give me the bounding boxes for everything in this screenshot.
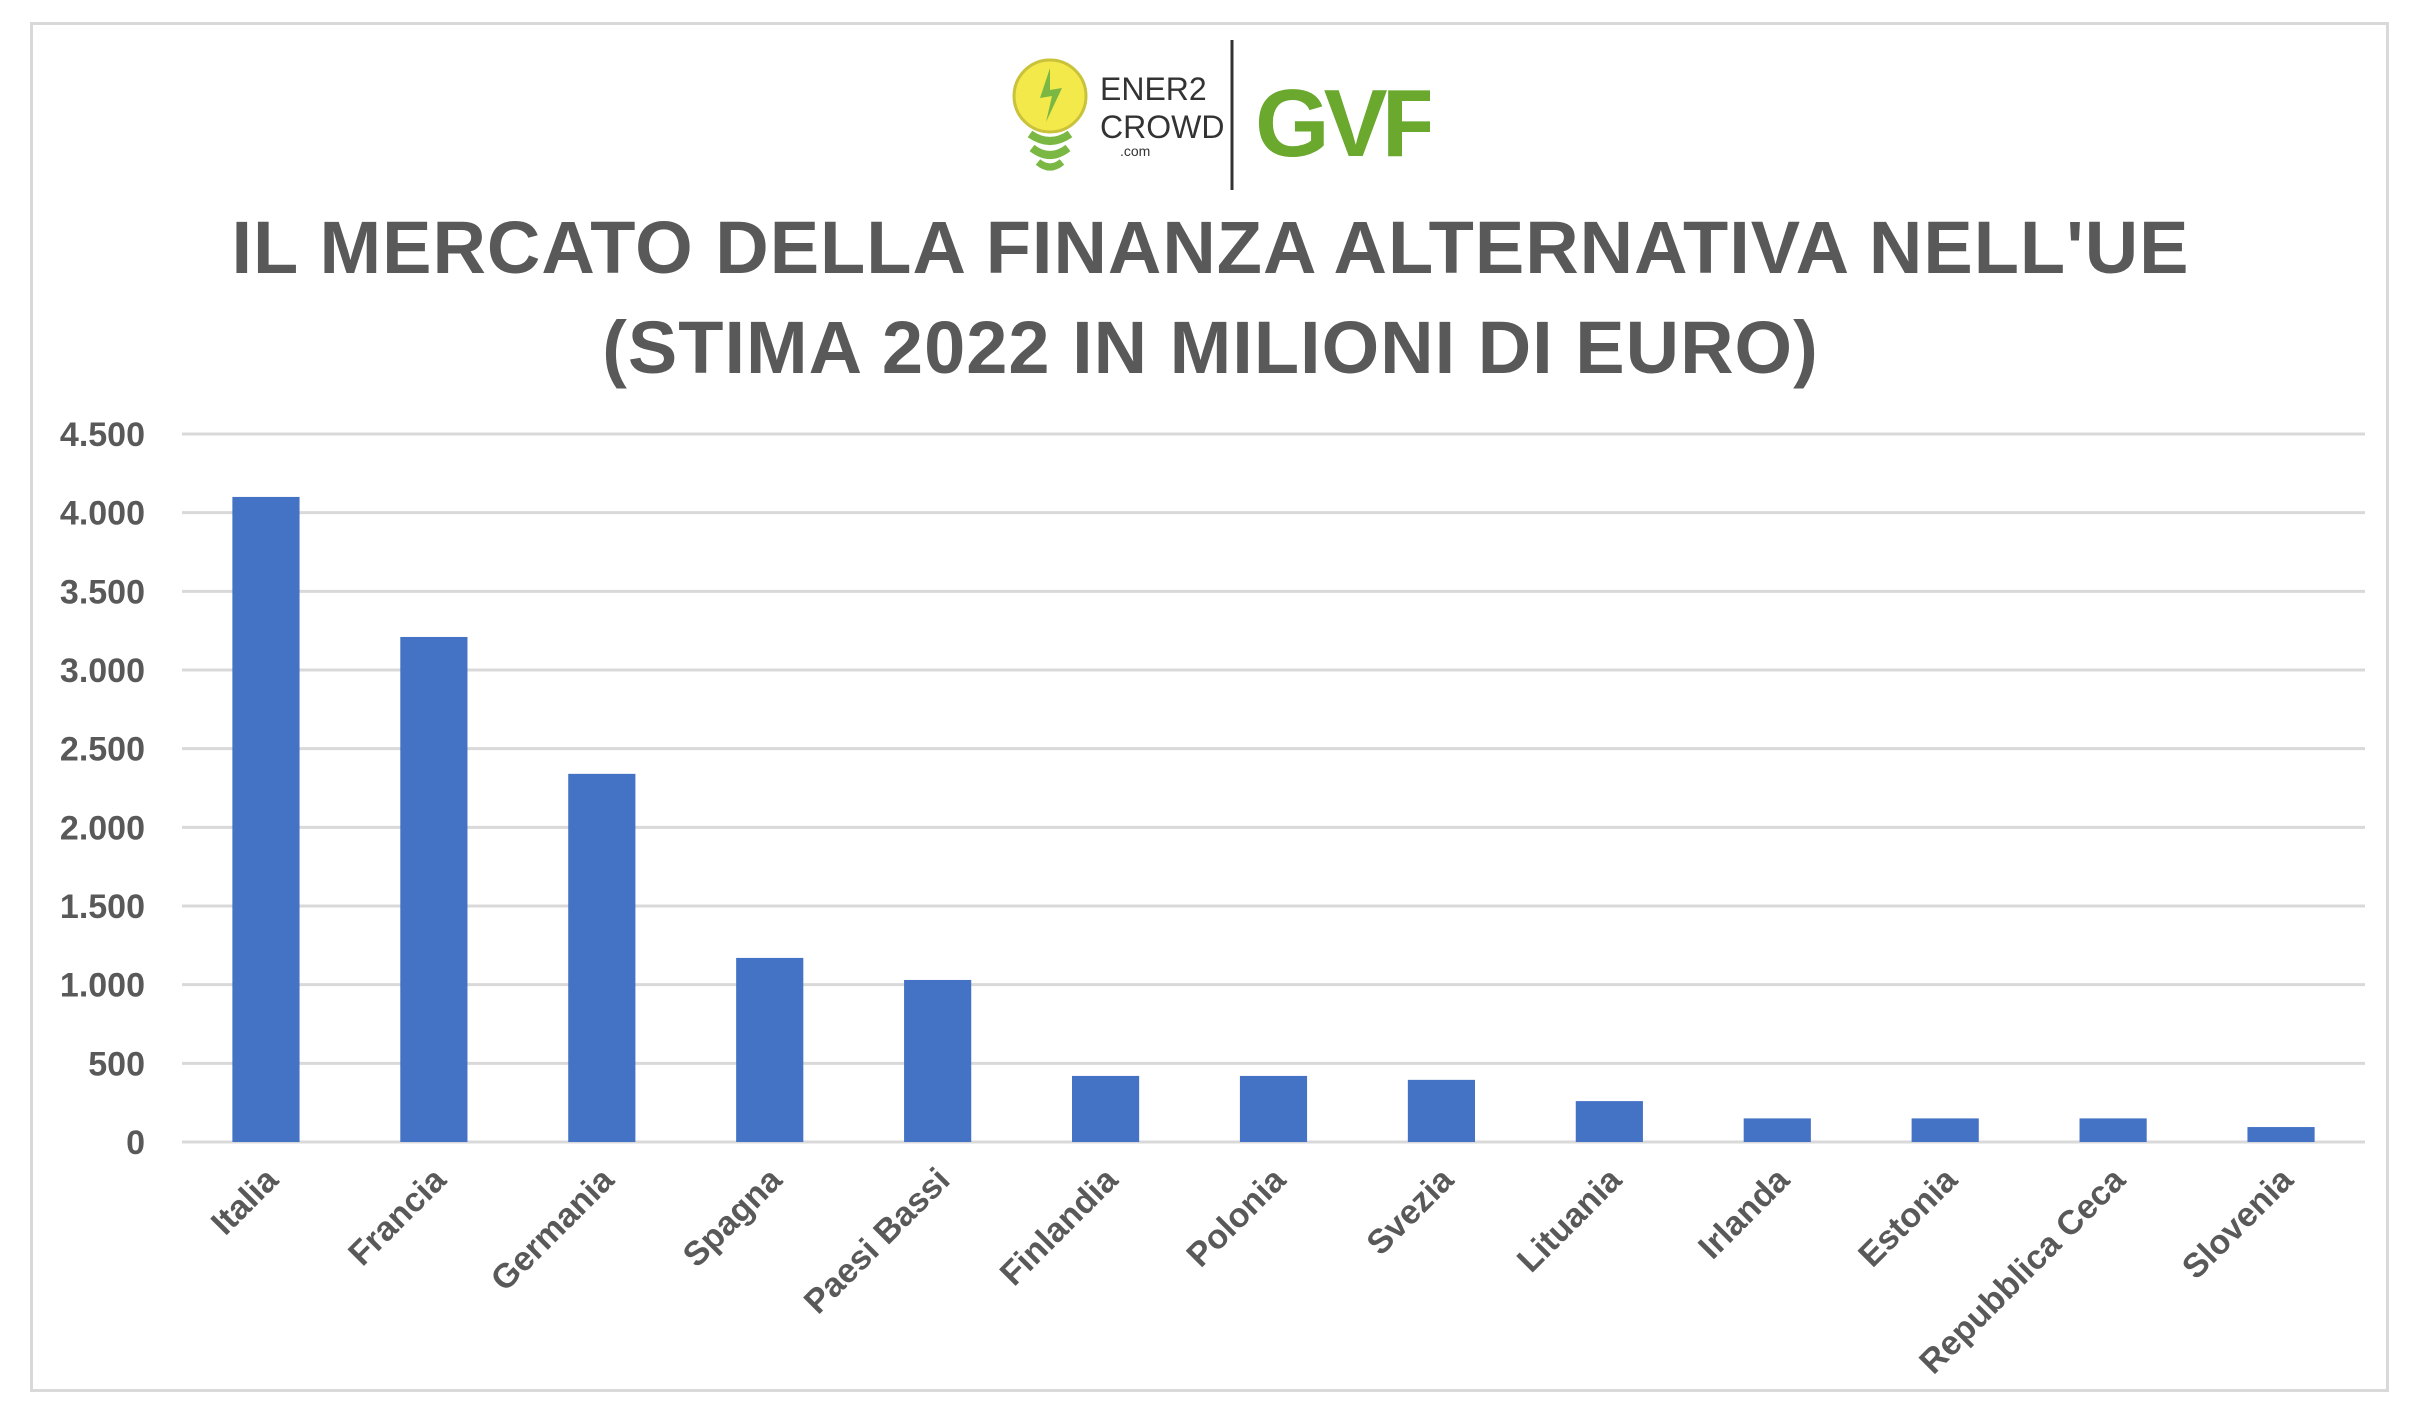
y-tick-label: 4.000 — [60, 495, 145, 533]
bar-germania — [568, 773, 636, 1142]
y-tick-label: 500 — [88, 1045, 145, 1083]
bar-polonia — [1239, 1075, 1308, 1142]
y-tick-label: 0 — [126, 1124, 145, 1162]
x-tick-label: Francia — [341, 1160, 454, 1273]
chart-title-line1: IL MERCATO DELLA FINANZA ALTERNATIVA NEL… — [231, 206, 2190, 289]
bar-finlandia — [1071, 1075, 1140, 1142]
bar-spagna — [736, 957, 804, 1142]
x-tick-label: Irlanda — [1691, 1160, 1797, 1266]
bar-slovenia — [2247, 1127, 2315, 1142]
x-tick-label: Spagna — [676, 1160, 790, 1274]
y-tick-label: 2.000 — [60, 809, 145, 847]
logo-text-line2: CROWD — [1100, 109, 1224, 145]
x-tick-label: Italia — [204, 1160, 286, 1242]
x-tick-label: Svezia — [1359, 1160, 1461, 1262]
x-tick-label: Estonia — [1851, 1160, 1965, 1274]
bar-lituania — [1575, 1101, 1643, 1142]
logo-text-line1: ENER2 — [1100, 71, 1207, 107]
x-tick-label: Slovenia — [2175, 1160, 2302, 1287]
x-axis-ticks: Italia Francia Germania Spagna Paesi Bassi Fi… — [204, 1160, 2302, 1381]
bar-paesi-bassi — [904, 979, 972, 1142]
bars — [232, 496, 2315, 1142]
lightbulb-leaf-icon — [1012, 58, 1088, 171]
x-tick-label: Polonia — [1179, 1160, 1293, 1274]
y-axis-ticks: 0 500 1.000 1.500 2.000 2.500 3.000 3.500 4.000 4… — [60, 416, 145, 1162]
chart-title-line2: (STIMA 2022 IN MILIONI DI EURO) — [602, 306, 1819, 389]
bar-irlanda — [1743, 1118, 1811, 1142]
gvf-logo: GVF — [1255, 70, 1430, 177]
chart-frame — [30, 22, 2389, 1392]
x-tick-label: Paesi Bassi — [797, 1161, 958, 1322]
y-tick-label: 2.500 — [60, 731, 145, 769]
bar-italia — [232, 496, 300, 1142]
y-tick-label: 3.000 — [60, 652, 145, 690]
y-tick-label: 4.500 — [60, 416, 145, 454]
grid-lines — [182, 432, 2365, 1144]
bar-estonia — [1911, 1118, 1979, 1142]
bar-svezia — [1407, 1079, 1476, 1142]
y-tick-label: 3.500 — [60, 573, 145, 611]
x-tick-label: Finlandia — [993, 1160, 1126, 1293]
bar-repubblica-ceca — [2079, 1118, 2147, 1142]
header-logos: ENER2 CROWD .com GVF — [1012, 40, 1430, 190]
bar-francia — [400, 636, 468, 1142]
x-tick-label: Germania — [484, 1160, 623, 1299]
y-tick-label: 1.500 — [60, 888, 145, 926]
y-tick-label: 1.000 — [60, 967, 145, 1005]
x-tick-label: Lituania — [1510, 1160, 1630, 1280]
logo-text-suffix: .com — [1120, 143, 1150, 159]
